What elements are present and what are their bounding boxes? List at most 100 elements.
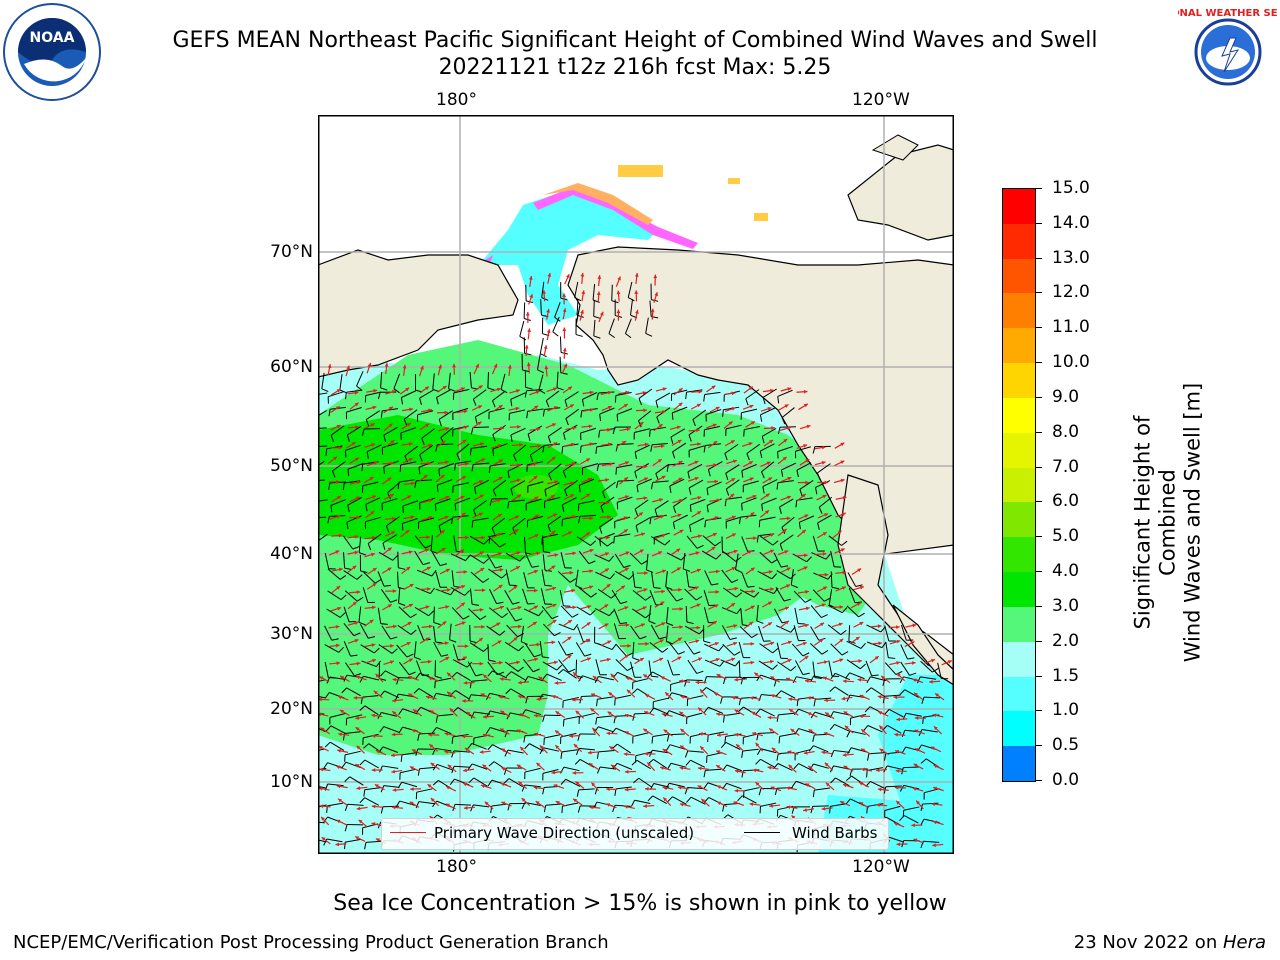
wind-barb: [796, 462, 812, 478]
wind-barb: [594, 608, 615, 617]
wind-barb: [557, 571, 577, 583]
wave-direction-arrow: [688, 476, 699, 482]
wave-direction-arrow: [816, 494, 827, 501]
wave-direction-arrow: [400, 529, 410, 538]
wave-direction-arrow: [490, 444, 502, 449]
wind-barb: [564, 391, 579, 407]
wind-barb: [519, 320, 527, 341]
colorbar-tick-mark: [1036, 571, 1042, 573]
wind-barb: [399, 461, 417, 472]
wave-direction-arrow: [529, 427, 541, 432]
wind-barb: [367, 533, 382, 551]
wave-direction-arrow: [439, 588, 451, 592]
wave-direction-arrow: [796, 493, 807, 502]
wave-direction-arrow: [762, 587, 774, 592]
wave-direction-arrow: [618, 461, 630, 466]
wind-barb: [398, 661, 416, 676]
lon-label-top-180: 180°: [436, 90, 477, 110]
wave-direction-arrow: [349, 457, 360, 465]
wave-direction-arrow: [616, 309, 621, 321]
footer-date: 23 Nov 2022 on: [1073, 932, 1223, 953]
wave-direction-arrow: [723, 420, 733, 429]
wave-direction-arrow: [438, 426, 450, 432]
wind-barb: [741, 497, 757, 511]
wave-direction-arrow: [743, 477, 754, 483]
wind-barb: [488, 407, 505, 420]
sea-ice-yellow-2: [728, 178, 740, 184]
wind-barb: [381, 498, 398, 511]
wave-direction-arrow: [779, 516, 791, 521]
wave-direction-arrow: [364, 422, 375, 429]
wave-direction-arrow: [597, 275, 602, 287]
wave-direction-arrow: [349, 515, 361, 520]
wave-direction-arrow: [528, 293, 533, 305]
wind-barb: [576, 299, 584, 318]
wave-direction-arrow: [598, 500, 610, 505]
wave-direction-arrow: [419, 587, 431, 591]
colorbar-tick-mark: [1036, 396, 1042, 398]
wave-direction-arrow: [814, 460, 826, 466]
wind-barb: [612, 762, 633, 770]
wave-direction-arrow: [528, 275, 533, 287]
wave-direction-arrow: [673, 387, 683, 396]
wave-direction-arrow: [706, 532, 718, 539]
wave-direction-arrow: [562, 308, 567, 320]
wave-direction-arrow: [673, 529, 684, 536]
wave-direction-arrow: [635, 408, 647, 413]
wind-barb: [615, 464, 633, 475]
wave-direction-arrow: [403, 583, 414, 590]
wave-direction-arrow: [547, 406, 558, 412]
wind-barb: [884, 708, 904, 718]
colorbar-segment: [1003, 223, 1035, 260]
wave-direction-arrow: [421, 498, 433, 504]
wave-direction-arrow: [798, 514, 809, 520]
wave-direction-arrow: [418, 605, 430, 610]
wind-barb: [397, 551, 406, 570]
wind-barb: [923, 788, 940, 800]
wind-barb: [471, 517, 489, 528]
wave-direction-arrow: [562, 386, 573, 394]
wave-direction-arrow: [726, 549, 738, 555]
wind-barb: [775, 586, 791, 602]
wave-direction-arrow: [473, 535, 486, 540]
wave-direction-arrow: [832, 605, 844, 609]
wind-barb: [735, 553, 743, 573]
wave-direction-arrow: [545, 423, 557, 429]
colorbar-label-line-1: Significant Height of Combined: [1130, 415, 1180, 630]
wind-barb: [470, 711, 491, 719]
wind-barb: [365, 410, 380, 427]
wind-barb: [704, 643, 724, 652]
wind-barb: [704, 659, 725, 667]
wind-barb: [627, 281, 635, 302]
wind-barb: [611, 589, 628, 605]
wind-barb: [630, 625, 647, 640]
wind-barb: [560, 605, 579, 618]
wind-barb: [649, 642, 669, 653]
wave-direction-arrow: [381, 567, 392, 574]
wave-direction-arrow: [796, 389, 808, 394]
wind-barb: [812, 535, 825, 552]
wave-direction-arrow: [653, 589, 666, 594]
wave-direction-arrow: [345, 365, 350, 377]
wave-direction-arrow: [330, 424, 341, 431]
wind-barb: [380, 408, 399, 418]
wind-barb: [318, 748, 325, 751]
wave-direction-arrow: [454, 495, 465, 502]
wave-direction-arrow: [636, 571, 648, 575]
wind-barb: [830, 643, 849, 656]
wind-barb: [452, 707, 472, 717]
wind-barb: [776, 480, 794, 490]
wave-direction-arrow: [759, 509, 770, 518]
wave-direction-arrow: [365, 495, 377, 501]
wave-direction-arrow: [456, 409, 468, 414]
wave-direction-arrow: [690, 534, 702, 539]
wave-direction-arrow: [366, 582, 377, 590]
wind-barb: [741, 748, 759, 758]
wind-barb: [654, 500, 669, 517]
lat-label-20n: 20°N: [270, 699, 313, 719]
wind-barb: [492, 424, 507, 442]
colorbar-tick-label: 14.0: [1052, 212, 1090, 233]
wind-barb: [651, 536, 671, 546]
wind-barb: [794, 446, 811, 459]
wind-barb: [470, 571, 490, 583]
